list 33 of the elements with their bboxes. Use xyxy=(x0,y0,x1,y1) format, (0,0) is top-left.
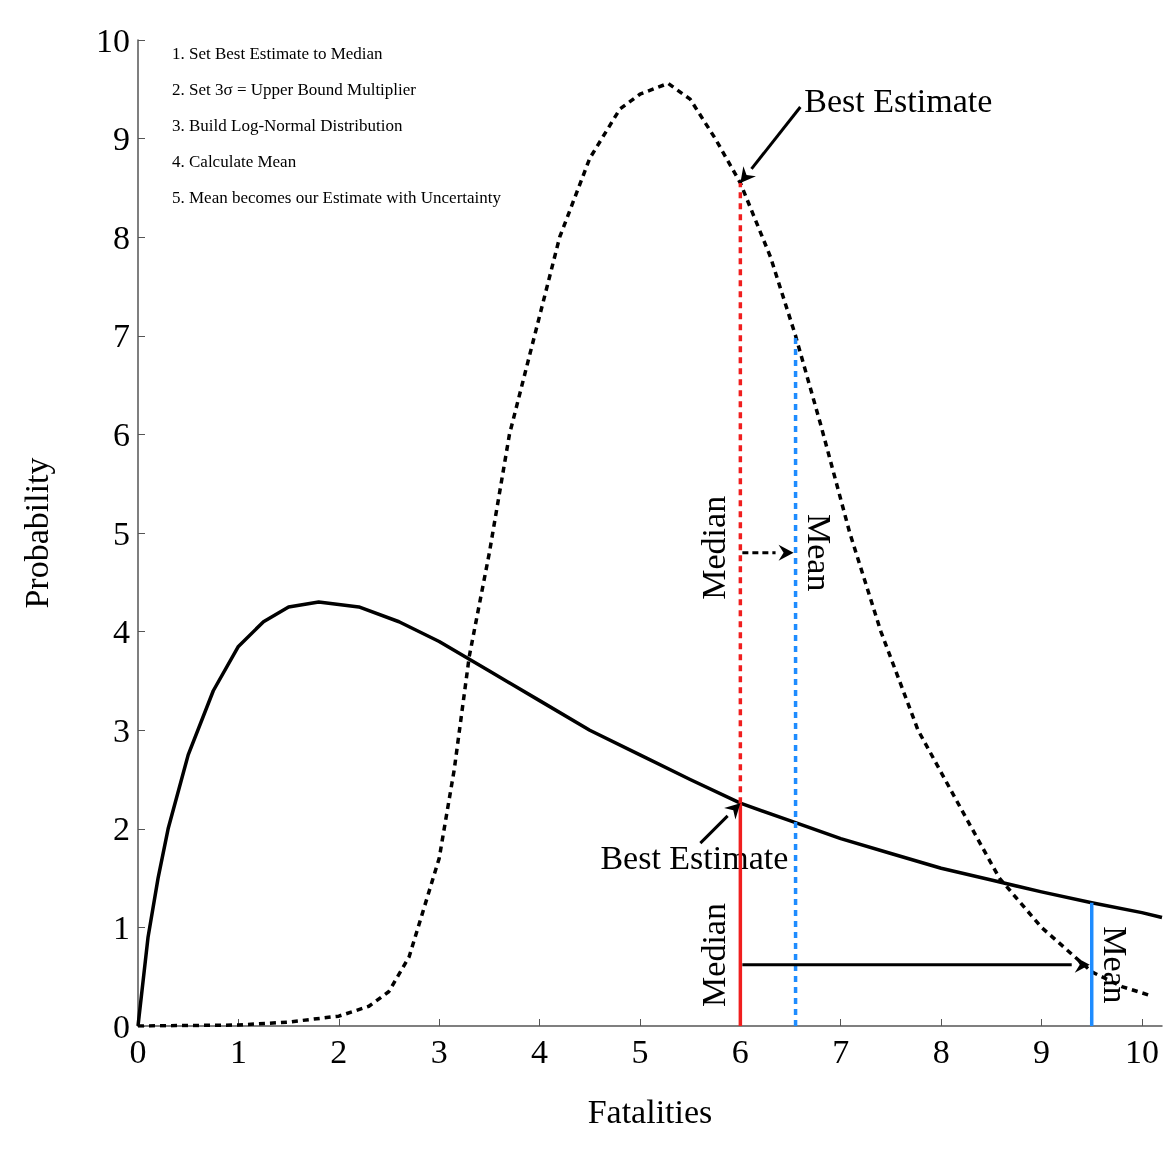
y-tick-label: 8 xyxy=(113,218,130,256)
x-tick-label: 6 xyxy=(731,1032,749,1070)
annotation: 1. Set Best Estimate to Median xyxy=(172,43,384,65)
y-tick-label: 4 xyxy=(113,613,130,651)
x-axis-title: Fatalities xyxy=(587,1092,713,1130)
y-tick-label: 2 xyxy=(113,810,130,848)
annotation: Mean xyxy=(801,514,839,592)
x-tick-label: 9 xyxy=(1033,1032,1051,1070)
x-tick-label: 10 xyxy=(1124,1032,1159,1070)
annotation: Best Estimate xyxy=(804,82,993,120)
annotation: Mean xyxy=(1097,926,1135,1004)
y-tick-label: 0 xyxy=(113,1007,130,1045)
annotation: Median xyxy=(694,495,732,600)
annotation: 2. Set 3σ = Upper Bound Multiplier xyxy=(172,79,417,101)
x-tick-label: 7 xyxy=(832,1032,850,1070)
annotation: 5. Mean becomes our Estimate with Uncertainty xyxy=(172,187,502,209)
y-tick-label: 5 xyxy=(113,514,130,552)
y-tick-label: 1 xyxy=(113,908,130,946)
x-tick-label: 3 xyxy=(430,1032,448,1070)
y-tick-label: 7 xyxy=(113,317,130,355)
annotation: Median xyxy=(694,903,732,1007)
x-tick-label: 8 xyxy=(932,1032,950,1070)
annotation: 3. Build Log-Normal Distribution xyxy=(172,115,404,137)
x-tick-label: 1 xyxy=(229,1032,247,1070)
x-tick-label: 5 xyxy=(631,1032,649,1070)
y-tick-label: 9 xyxy=(113,120,130,158)
y-tick-label: 10 xyxy=(96,21,130,59)
y-tick-label: 3 xyxy=(113,711,130,749)
y-axis-title: Probability xyxy=(17,457,55,609)
x-tick-label: 4 xyxy=(531,1032,549,1070)
x-tick-label: 2 xyxy=(330,1032,348,1070)
y-tick-label: 6 xyxy=(113,415,130,453)
annotation: 4. Calculate Mean xyxy=(172,151,298,173)
